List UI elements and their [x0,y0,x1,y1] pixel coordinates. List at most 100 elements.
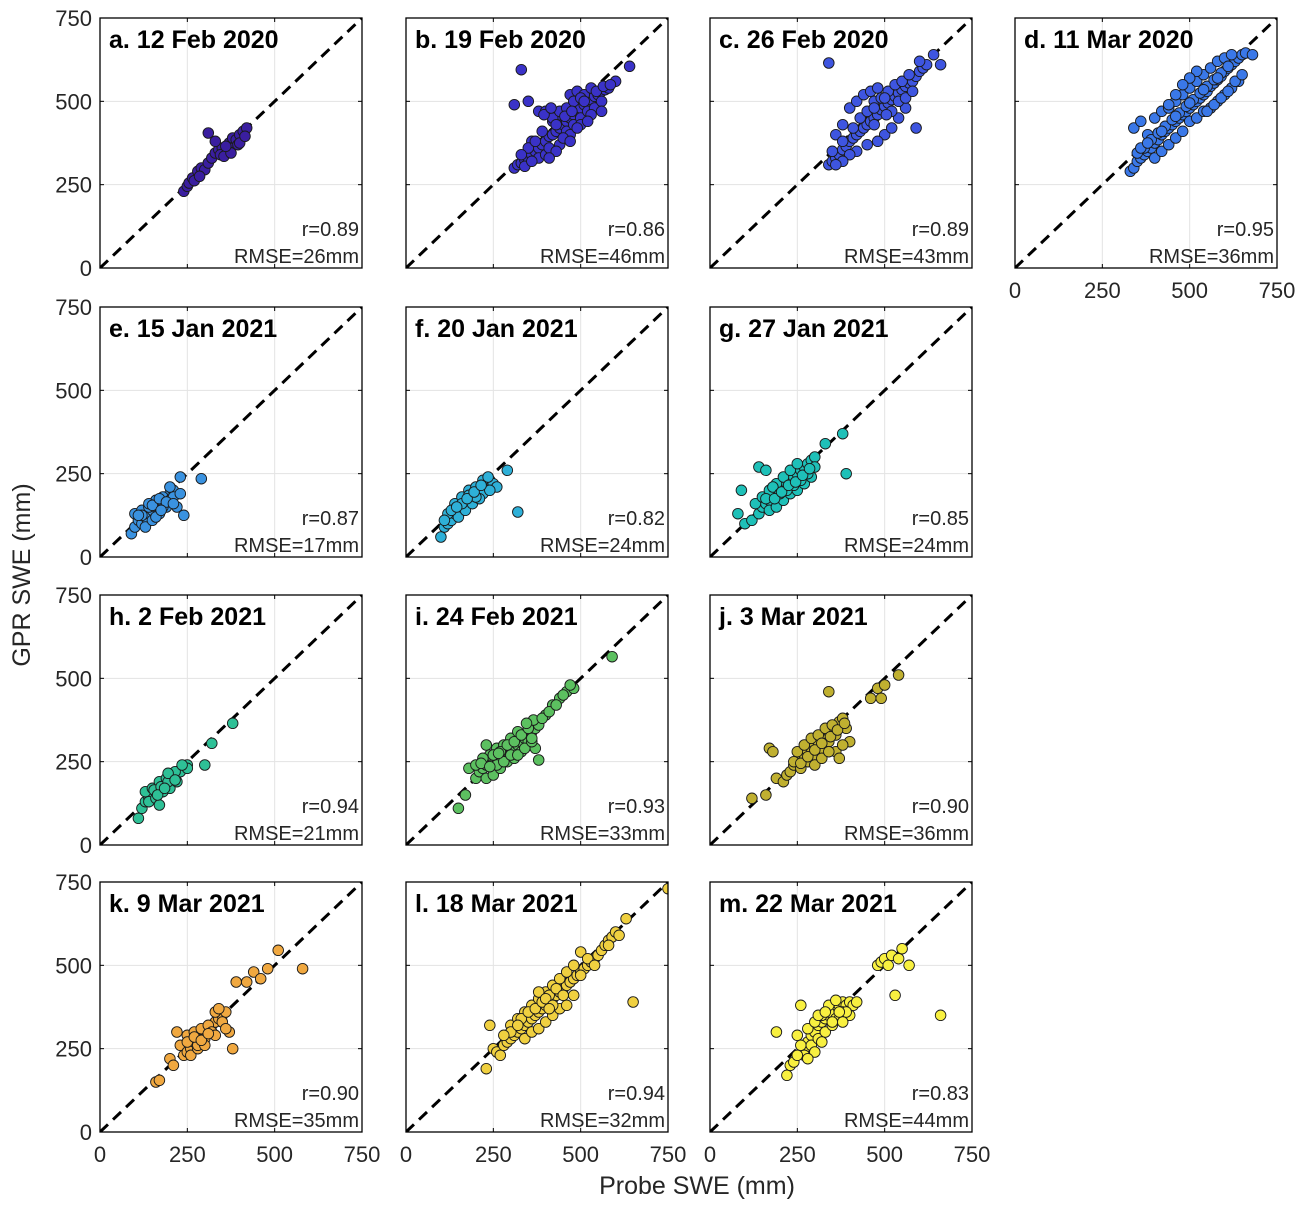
data-point [567,959,580,972]
data-point [732,507,744,520]
r-value-label: r=0.85 [912,508,969,530]
y-tick-label: 250 [55,750,92,775]
r-value-label: r=0.94 [608,1083,665,1105]
data-point [595,95,608,108]
data-point [775,486,788,498]
panel-title: h. 2 Feb 2021 [109,603,266,631]
data-point [435,531,447,543]
panel-title: c. 26 Feb 2020 [719,26,889,54]
data-point [543,705,555,718]
data-point [595,105,608,118]
y-tick-label: 250 [55,173,92,198]
points-group [125,471,208,540]
data-point [878,92,891,104]
data-point [475,479,487,492]
x-tick-label: 750 [650,1142,687,1167]
data-point [767,481,779,493]
data-point [791,1049,804,1062]
data-point [162,767,174,780]
data-point [880,108,893,121]
data-point [226,717,239,730]
data-point [254,972,267,985]
x-tick-label: 750 [344,1142,381,1167]
data-point [240,976,253,988]
data-point [840,467,852,480]
data-point [1148,112,1161,124]
data-point [532,986,545,998]
y-tick-label: 250 [55,462,92,487]
data-point [802,750,814,763]
scatter-panel: g. 27 Jan 2021 r=0.85 RMSE=24mm [709,306,973,558]
data-point [550,118,562,131]
data-point [604,78,617,91]
data-point [132,812,145,825]
data-point [1225,48,1238,61]
data-point [247,966,260,978]
rmse-label: RMSE=33mm [540,823,665,845]
panel-frame [405,306,669,558]
data-point [847,122,859,134]
data-point [826,145,839,158]
data-point [836,739,849,751]
data-point [899,92,912,104]
x-tick-label: 250 [475,1142,512,1167]
scatter-panel: h. 2 Feb 2021 r=0.94 RMSE=21mm 0 250 500 750 [55,583,363,858]
data-point [770,1026,783,1038]
rmse-label: RMSE=17mm [234,535,359,557]
data-point [512,749,524,761]
data-point [854,112,866,124]
data-point [226,1042,239,1055]
data-point [532,1022,545,1035]
data-point [746,514,758,527]
data-point [512,506,524,518]
points-group [508,60,636,174]
data-point [1197,83,1210,96]
one-to-one-line [100,882,362,1132]
panel-title: f. 20 Jan 2021 [415,315,578,343]
points-group [480,882,668,1075]
rmse-label: RMSE=32mm [540,1110,665,1132]
data-point [885,122,898,134]
data-point [1222,85,1234,98]
x-tick-label: 250 [779,1142,816,1167]
data-point [1176,78,1189,91]
data-point [843,148,856,161]
r-value-label: r=0.90 [302,1083,359,1105]
panel-frame [709,594,973,846]
data-point [896,942,908,955]
data-point [581,115,594,128]
data-point [272,944,284,957]
data-point [529,135,542,148]
data-point [816,737,828,750]
points-group [132,717,239,825]
data-point [826,1016,839,1028]
data-point [777,471,790,483]
data-point [230,976,242,988]
scatter-panel: b. 19 Feb 2020 r=0.86 RMSE=46mm [405,17,669,269]
y-tick-label: 250 [55,1037,92,1062]
data-point [791,745,804,758]
data-point [209,135,222,148]
x-tick-label: 0 [1009,278,1021,303]
data-point [838,717,851,730]
points-group [746,669,905,805]
data-point [791,457,804,470]
x-tick-label: 0 [704,1142,716,1167]
data-point [1211,72,1224,84]
data-point [571,122,583,134]
data-point [538,108,550,121]
data-point [864,692,877,705]
data-point [1155,125,1168,138]
data-point [791,1029,804,1042]
panel-title: d. 11 Mar 2020 [1024,26,1194,54]
data-point [1236,68,1248,81]
r-value-label: r=0.90 [912,796,969,818]
data-point [882,959,894,972]
points-group [178,122,253,198]
data-point [1135,115,1147,128]
data-point [836,118,849,131]
data-point [796,469,809,482]
data-point [178,509,190,522]
y-tick-label: 750 [55,870,92,895]
rmse-label: RMSE=36mm [1149,246,1274,268]
